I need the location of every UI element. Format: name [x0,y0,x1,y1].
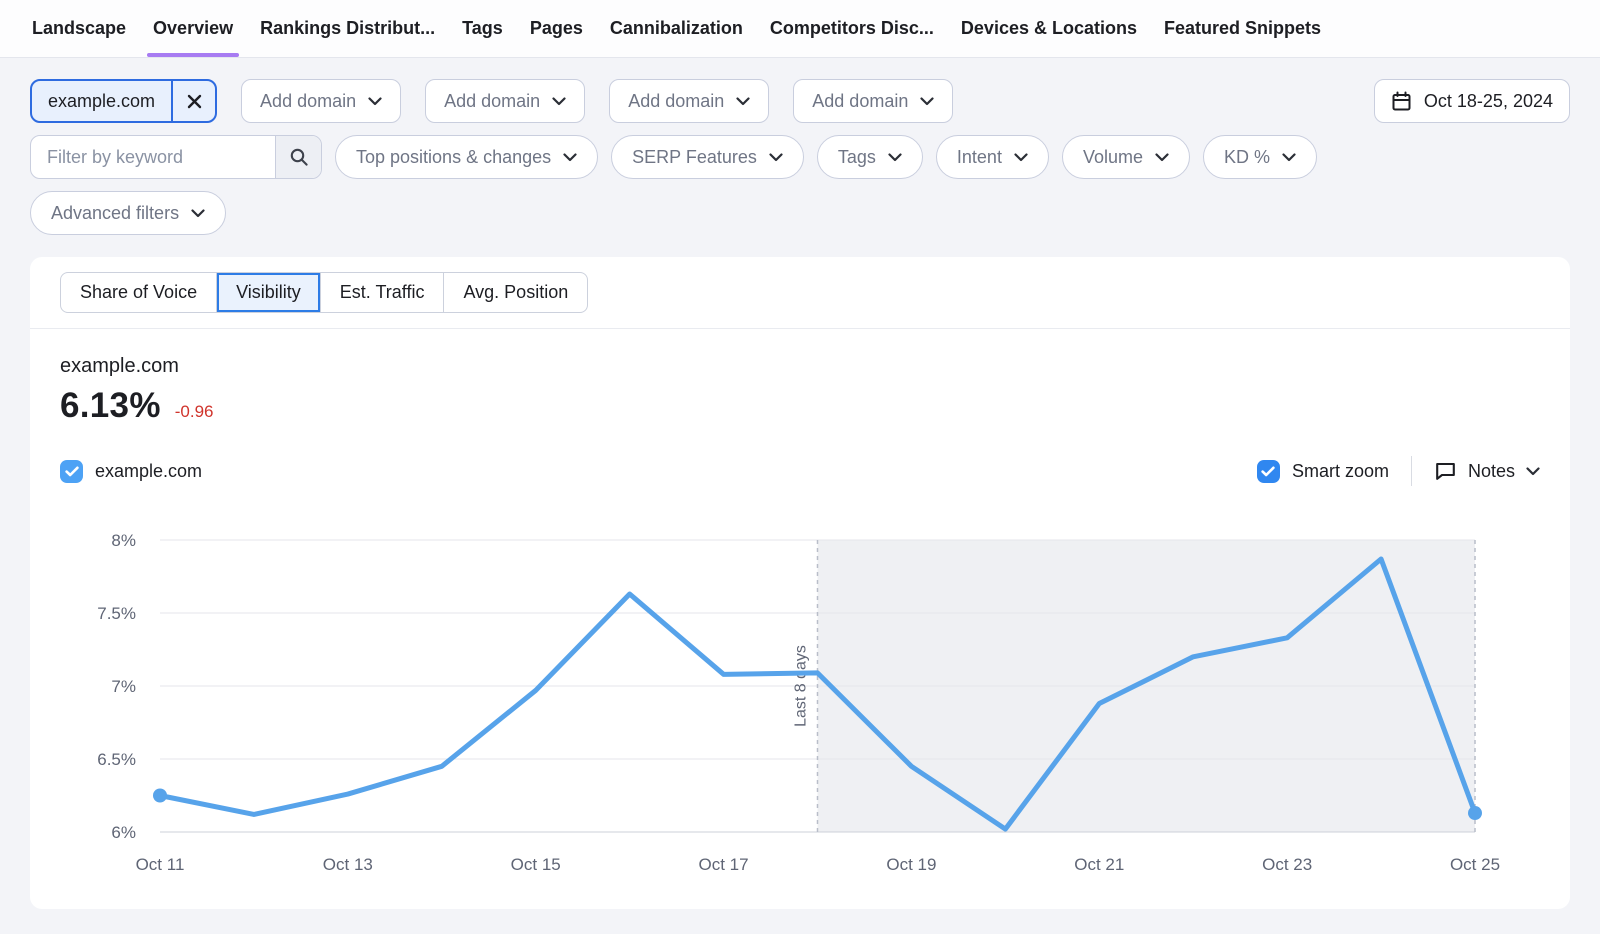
svg-text:Oct 17: Oct 17 [699,855,749,874]
tab-visibility[interactable]: Visibility [217,273,321,312]
svg-text:Oct 15: Oct 15 [511,855,561,874]
keyword-filter [30,135,322,179]
svg-text:8%: 8% [111,531,136,550]
notes-label: Notes [1467,460,1515,481]
close-icon [187,94,201,108]
calendar-icon [1392,91,1411,110]
svg-text:7.5%: 7.5% [97,604,136,623]
check-icon [64,466,79,476]
date-range-button[interactable]: Oct 18-25, 2024 [1373,79,1570,123]
tab-rankings-distribution[interactable]: Rankings Distribut... [260,18,436,38]
advanced-filters-label: Advanced filters [51,202,180,223]
chevron-down-icon [920,96,934,105]
svg-text:Oct 11: Oct 11 [136,855,185,874]
tab-est-traffic[interactable]: Est. Traffic [321,273,445,312]
filter-top-positions[interactable]: Top positions & changes [335,135,599,179]
svg-text:Oct 25: Oct 25 [1450,855,1500,874]
tab-overview[interactable]: Overview [147,0,240,57]
svg-text:Oct 21: Oct 21 [1074,855,1124,874]
selected-domain-chip[interactable]: example.com [30,79,218,123]
filter-intent[interactable]: Intent [935,135,1049,179]
add-domain-button-3[interactable]: Add domain [609,79,770,123]
svg-text:Oct 23: Oct 23 [1262,855,1312,874]
filter-serp-features[interactable]: SERP Features [611,135,804,179]
chip-divider [171,81,174,121]
chevron-down-icon [1526,466,1540,475]
visibility-value: 6.13% [60,386,161,425]
search-button[interactable] [275,136,321,178]
top-nav: Landscape Overview Rankings Distribut...… [0,0,1600,58]
vertical-divider [1410,456,1412,486]
add-domain-label: Add domain [812,90,909,111]
add-domain-label: Add domain [628,90,725,111]
add-domain-label: Add domain [260,90,357,111]
tab-cannibalization[interactable]: Cannibalization [609,18,743,38]
chevron-down-icon [1014,152,1028,161]
keyword-input[interactable] [31,136,275,178]
filter-label: Volume [1082,146,1143,167]
chevron-down-icon [888,152,902,161]
summary-domain: example.com [60,355,179,377]
svg-text:Oct 19: Oct 19 [886,855,936,874]
chevron-down-icon [563,152,577,161]
filter-volume[interactable]: Volume [1061,135,1190,179]
chart-controls: Smart zoom Notes [1256,456,1540,486]
chevron-down-icon [191,208,205,217]
domain-bar: example.com Add domain Add domain Add do… [0,79,1600,123]
tab-pages[interactable]: Pages [529,18,583,38]
add-domain-label: Add domain [444,90,541,111]
tab-tags[interactable]: Tags [462,18,503,38]
smart-zoom-checkbox[interactable] [1256,459,1280,483]
filter-label: Tags [837,146,876,167]
metric-tab-row: Share of Voice Visibility Est. Traffic A… [30,257,1570,329]
chart-area: 6% 6.5% 7% 7.5% 8% Last 8 days Oct 11 Oct 13 Oct… [30,514,1570,891]
add-domain-button-2[interactable]: Add domain [425,79,586,123]
filter-label: SERP Features [632,146,757,167]
metric-tab-group: Share of Voice Visibility Est. Traffic A… [60,272,589,313]
add-domain-button-4[interactable]: Add domain [793,79,954,123]
svg-text:6.5%: 6.5% [97,750,136,769]
chevron-down-icon [1155,152,1169,161]
tab-landscape[interactable]: Landscape [32,18,127,38]
filter-label: Top positions & changes [356,146,552,167]
tab-featured-snippets[interactable]: Featured Snippets [1163,18,1322,38]
domain-checkbox[interactable] [60,459,83,483]
advanced-filters-row: Advanced filters [0,191,1600,235]
tab-avg-position[interactable]: Avg. Position [444,273,587,312]
chart-card: Share of Voice Visibility Est. Traffic A… [30,257,1570,909]
svg-text:Oct 13: Oct 13 [323,855,373,874]
check-icon [1261,466,1276,476]
chevron-down-icon [769,152,783,161]
filter-kd[interactable]: KD % [1203,135,1318,179]
advanced-filters-button[interactable]: Advanced filters [30,191,227,235]
svg-text:Last 8 days: Last 8 days [793,645,810,727]
search-icon [290,148,308,166]
filters-bar: Top positions & changes SERP Features Ta… [0,135,1600,179]
notes-icon [1436,462,1455,480]
chevron-down-icon [736,96,750,105]
visibility-change: -0.96 [174,402,214,421]
tab-devices-locations[interactable]: Devices & Locations [960,18,1137,38]
chevron-down-icon [368,96,382,105]
add-domain-button-1[interactable]: Add domain [241,79,402,123]
svg-text:6%: 6% [111,823,136,842]
filter-tags[interactable]: Tags [816,135,923,179]
filter-label: Intent [956,146,1002,167]
legend-row: example.com Smart zoom Notes [60,456,1540,486]
selected-domain-label: example.com [48,90,156,111]
tab-share-of-voice[interactable]: Share of Voice [61,273,218,312]
smart-zoom-label: Smart zoom [1291,460,1389,481]
date-range-label: Oct 18-25, 2024 [1423,90,1553,111]
chevron-down-icon [1282,152,1296,161]
remove-domain-button[interactable] [173,81,215,121]
summary-block: example.com 6.13% -0.96 [60,355,1540,426]
legend-domain-label: example.com [95,460,203,481]
svg-text:7%: 7% [111,677,136,696]
visibility-chart: 6% 6.5% 7% 7.5% 8% Last 8 days Oct 11 Oct 13 Oct… [97,531,1500,874]
notes-button[interactable]: Notes [1434,461,1540,482]
tab-competitors-discovery[interactable]: Competitors Disc... [769,18,934,38]
filter-label: KD % [1224,146,1271,167]
chevron-down-icon [552,96,566,105]
